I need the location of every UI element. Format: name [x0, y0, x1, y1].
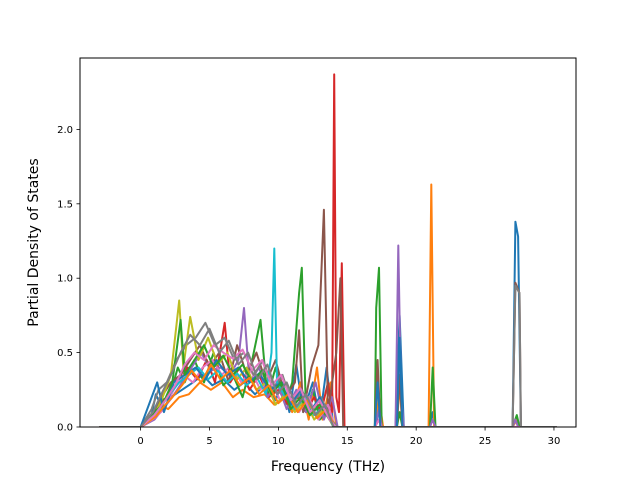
x-tick-label: 30	[548, 436, 561, 447]
y-axis-title: Partial Density of States	[26, 158, 42, 326]
x-axis: 0 5 10 15 20 25 30	[137, 427, 560, 447]
x-tick-label: 25	[479, 436, 492, 447]
y-tick-label: 2.0	[57, 125, 73, 136]
y-tick-label: 0.0	[57, 423, 73, 434]
y-tick-label: 1.5	[57, 199, 73, 210]
series-layer	[99, 73, 557, 427]
x-tick-label: 5	[206, 436, 212, 447]
y-tick-label: 0.5	[57, 348, 73, 359]
x-tick-label: 0	[137, 436, 143, 447]
y-tick-label: 1.0	[57, 274, 73, 285]
x-tick-label: 15	[341, 436, 354, 447]
plot-frame	[79, 57, 577, 428]
series-line-12	[99, 318, 557, 427]
x-tick-label: 20	[410, 436, 423, 447]
x-tick-label: 10	[272, 436, 285, 447]
y-axis: 0.0 0.5 1.0 1.5 2.0	[57, 125, 80, 434]
x-axis-title: Frequency (THz)	[271, 459, 385, 475]
series-line-15	[99, 284, 557, 427]
